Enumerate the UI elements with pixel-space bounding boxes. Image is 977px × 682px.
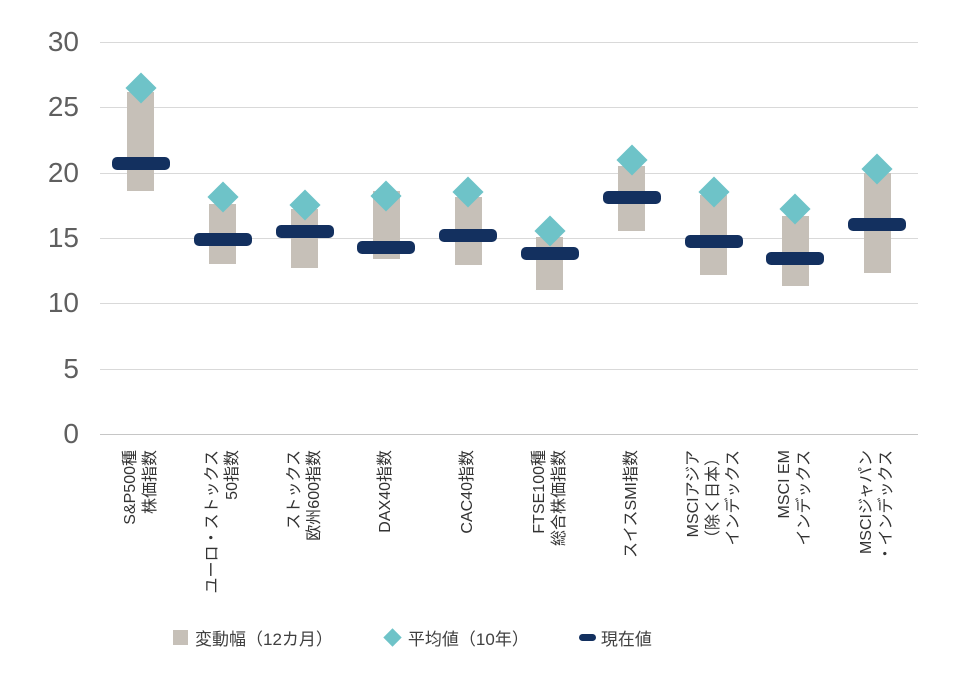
average-diamond-icon (383, 627, 402, 647)
y-tick-label: 10 (47, 287, 79, 319)
y-tick-label: 25 (47, 91, 79, 123)
x-category-label: ユーロ・ストックス 50指数 (203, 450, 241, 594)
current-value-marker (275, 224, 334, 238)
legend-label-current: 現在値 (600, 629, 652, 649)
gridline-30 (100, 42, 918, 43)
x-category-label: ストックス 欧州600指数 (285, 450, 323, 541)
x-category-label: FTSE100種 総合株価指数 (530, 450, 568, 547)
range-bar (700, 194, 727, 275)
range-bar (781, 215, 809, 287)
gridline-15 (100, 238, 918, 239)
y-tick-label: 15 (47, 222, 79, 253)
gridline-10 (100, 303, 918, 305)
legend-item-average: 平均値（10年） (383, 625, 529, 650)
gridline-5 (100, 368, 918, 370)
current-value-marker (520, 247, 579, 261)
current-value-marker (848, 218, 907, 232)
current-value-marker (357, 240, 416, 254)
current-value-marker (193, 232, 252, 246)
x-category-label: MSCI EM インデックス (776, 450, 814, 546)
x-category-label: S&P500種 株価指数 (121, 450, 159, 525)
gridline-25 (100, 107, 918, 109)
x-category-label: CAC40指数 (459, 450, 477, 534)
legend-label-range: 変動幅（12カ月） (195, 629, 333, 649)
current-value-marker (111, 157, 170, 171)
range-swatch-icon (173, 629, 188, 645)
chart-legend: 変動幅（12カ月） 平均値（10年） 現在値 (173, 625, 652, 649)
current-value-marker (439, 228, 498, 242)
y-tick-label: 0 (63, 418, 79, 449)
y-tick-label: 30 (47, 26, 79, 57)
x-category-label: DAX40指数 (377, 450, 395, 533)
gridline-20 (100, 172, 918, 174)
legend-item-range: 変動幅（12カ月） (173, 625, 333, 650)
y-tick-label: 5 (63, 352, 79, 384)
range-bar (127, 91, 155, 191)
current-value-marker (684, 235, 743, 249)
current-dash-icon (578, 633, 596, 641)
legend-item-current: 現在値 (578, 625, 652, 650)
legend-label-average: 平均値（10年） (407, 629, 529, 649)
current-value-marker (602, 190, 661, 204)
current-value-marker (766, 252, 825, 266)
x-category-label: MSCIアジア （除く日本） インデックス (684, 450, 742, 547)
y-tick-label: 20 (47, 156, 79, 188)
gridline-0 (100, 434, 918, 435)
x-category-label: スイスSMI指数 (622, 450, 640, 558)
x-category-label: MSCIジャパン ・インデックス (858, 450, 896, 562)
